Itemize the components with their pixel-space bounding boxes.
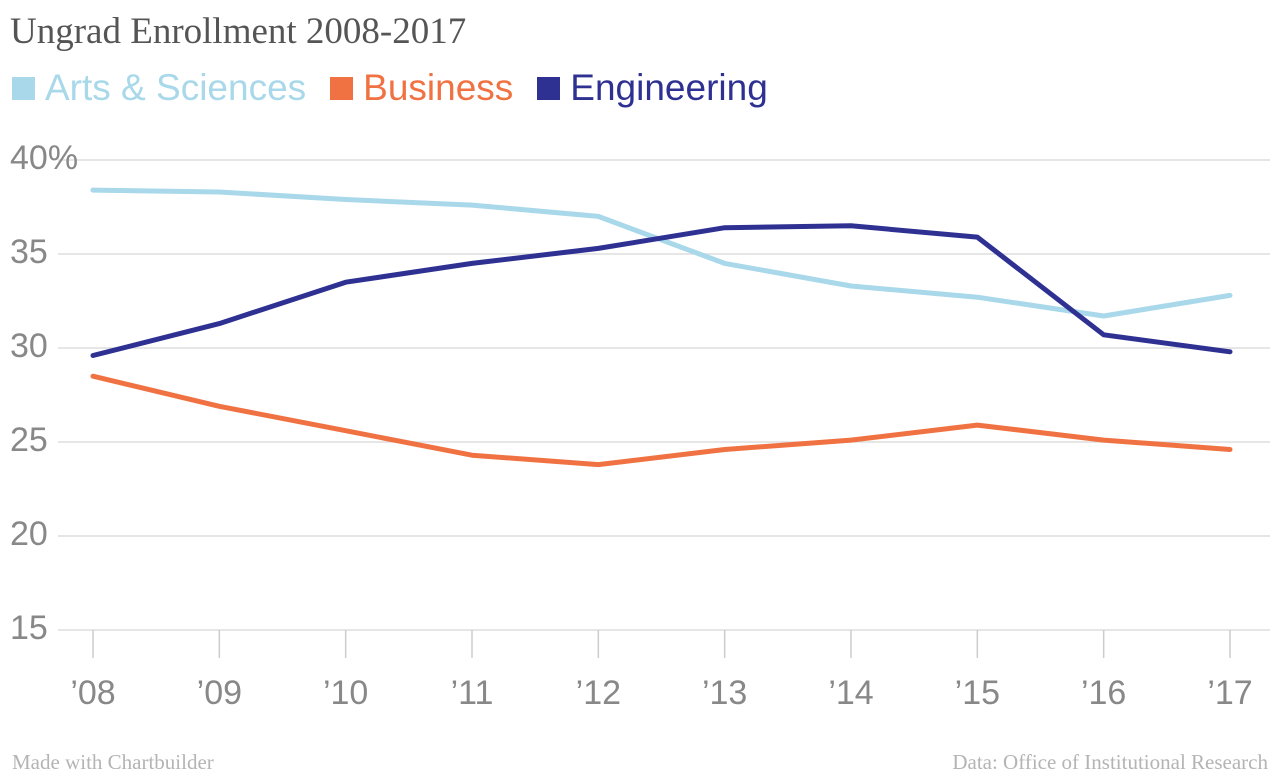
- x-tick-label: ’10: [323, 674, 368, 712]
- y-tick-label: 25: [10, 421, 48, 459]
- legend-swatch-business: [330, 76, 354, 100]
- legend-label-arts-sciences: Arts & Sciences: [45, 67, 307, 108]
- legend-swatch-arts-sciences: [12, 76, 35, 100]
- x-tick-label: ’11: [451, 674, 494, 712]
- x-tick-label: ’15: [955, 674, 1000, 712]
- y-tick-label: 40%: [10, 139, 78, 177]
- y-tick-label: 30: [10, 327, 48, 365]
- chart-legend: Arts & Sciences Business Engineering: [12, 66, 792, 110]
- legend-item-engineering: Engineering: [537, 67, 768, 109]
- x-tick-label: ’14: [828, 674, 873, 712]
- x-tick-label: ’17: [1207, 674, 1252, 712]
- x-tick-label: ’09: [197, 674, 242, 712]
- series-line-business: [90, 373, 1233, 468]
- legend-label-engineering: Engineering: [570, 67, 768, 108]
- series-line-arts-sciences: [90, 187, 1233, 319]
- series-line-engineering: [90, 223, 1233, 358]
- x-tick-label: ’12: [576, 674, 621, 712]
- x-tick-label: ’08: [70, 674, 115, 712]
- y-tick-label: 20: [10, 515, 48, 553]
- x-tick-label: ’13: [702, 674, 747, 712]
- legend-label-business: Business: [363, 67, 514, 108]
- y-tick-label: 35: [10, 233, 48, 271]
- data-source: Data: Office of Institutional Research: [952, 750, 1268, 774]
- legend-swatch-engineering: [537, 76, 561, 100]
- legend-item-business: Business: [330, 67, 513, 109]
- x-tick-label: ’16: [1081, 674, 1126, 712]
- y-tick-label: 15: [10, 609, 48, 647]
- chart-title: Ungrad Enrollment 2008-2017: [10, 11, 467, 52]
- chart-credit: Made with Chartbuilder: [12, 750, 214, 774]
- legend-item-arts-sciences: Arts & Sciences: [12, 67, 306, 109]
